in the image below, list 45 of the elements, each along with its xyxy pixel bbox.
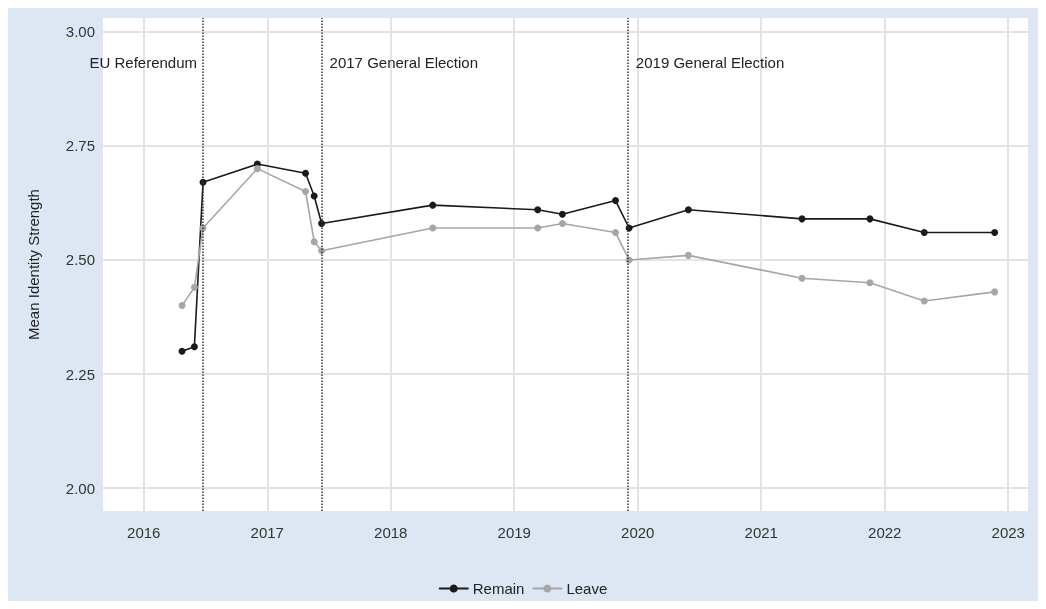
x-tick-label: 2021 [744, 524, 778, 541]
point [534, 224, 542, 232]
y-tick-label: 2.00 [65, 479, 95, 497]
x-tick-label: 2022 [868, 524, 902, 541]
ref-line-label: EU Referendum [89, 53, 198, 71]
point [178, 302, 186, 310]
point [310, 238, 318, 246]
y-tick-label: 2.75 [65, 137, 95, 155]
point [558, 210, 566, 218]
point [684, 206, 692, 214]
point [991, 288, 999, 296]
point [920, 229, 928, 237]
point [866, 279, 874, 287]
point [429, 201, 437, 209]
point [612, 229, 620, 237]
point [798, 274, 806, 282]
y-tick-label: 2.25 [65, 365, 95, 383]
point [866, 215, 874, 223]
y-tick-label: 3.00 [65, 23, 95, 41]
point [310, 192, 318, 200]
point [534, 206, 542, 214]
legend-label: Leave [566, 580, 608, 597]
point [991, 229, 999, 237]
point [190, 343, 198, 351]
point [429, 224, 437, 232]
x-tick-label: 2017 [250, 524, 284, 541]
point [920, 297, 928, 305]
x-tick-label: 2020 [621, 524, 655, 541]
ref-line-label: 2019 General Election [635, 53, 785, 71]
x-tick-label: 2023 [991, 524, 1025, 541]
y-axis-title: Mean Identity Strength [25, 189, 42, 340]
point [558, 219, 566, 227]
x-tick-label: 2018 [374, 524, 408, 541]
ref-line-label: 2017 General Election [329, 53, 479, 71]
x-tick-label: 2019 [497, 524, 531, 541]
y-tick-label: 2.50 [65, 251, 95, 269]
point [253, 165, 261, 173]
point [612, 197, 620, 205]
point [684, 251, 692, 259]
point [302, 169, 310, 177]
x-tick-label: 2016 [127, 524, 161, 541]
point [178, 347, 186, 355]
point [190, 283, 198, 291]
point [302, 187, 310, 195]
legend-label: Remain [472, 580, 525, 597]
